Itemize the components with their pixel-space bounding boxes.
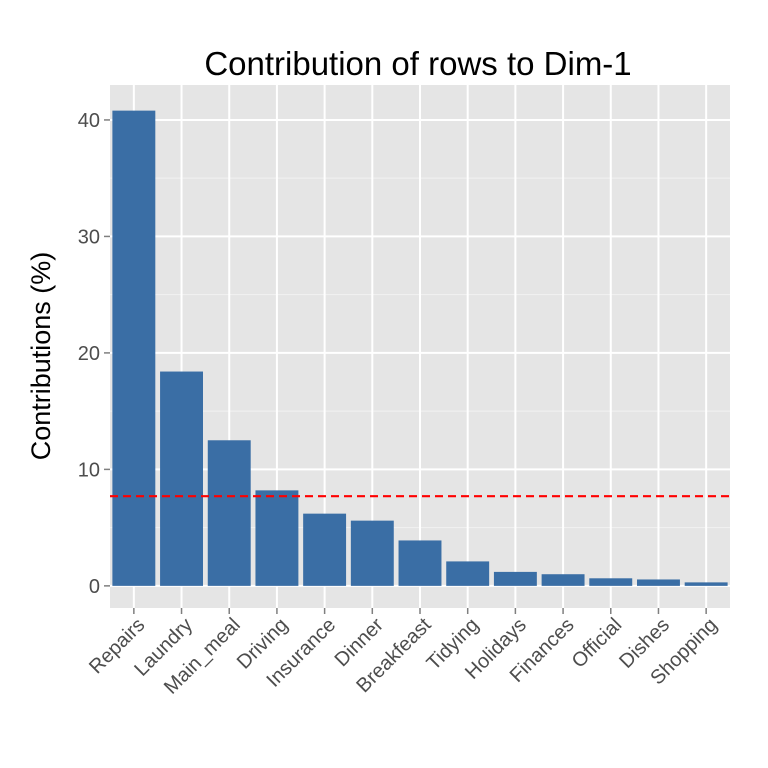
- y-axis: 0 10 20 30 40: [78, 110, 110, 598]
- y-tick-label: 20: [78, 343, 100, 365]
- bar-breakfeast: [398, 540, 442, 586]
- bar-finances: [541, 574, 585, 586]
- bar-main-meal: [207, 440, 251, 586]
- y-tick-label: 40: [78, 110, 100, 132]
- y-tick-label: 30: [78, 226, 100, 248]
- bar-insurance: [303, 513, 347, 586]
- bar-dishes: [637, 579, 680, 586]
- bar-holidays: [493, 571, 537, 586]
- bars: [112, 110, 728, 586]
- chart-title: Contribution of rows to Dim-1: [204, 45, 631, 82]
- y-tick-label: 10: [78, 459, 100, 481]
- y-axis-title: Contributions (%): [26, 252, 56, 461]
- y-tick-label: 0: [89, 576, 100, 598]
- bar-official: [589, 578, 633, 586]
- bar-repairs: [112, 110, 156, 586]
- bar-driving: [255, 490, 299, 586]
- bar-shopping: [684, 582, 728, 586]
- bar-dinner: [350, 520, 394, 586]
- x-axis: RepairsLaundryMain_mealDrivingInsuranceD…: [85, 608, 722, 699]
- x-tick-label: Official: [568, 614, 627, 673]
- bar-laundry: [160, 371, 203, 586]
- bar-tidying: [446, 561, 490, 586]
